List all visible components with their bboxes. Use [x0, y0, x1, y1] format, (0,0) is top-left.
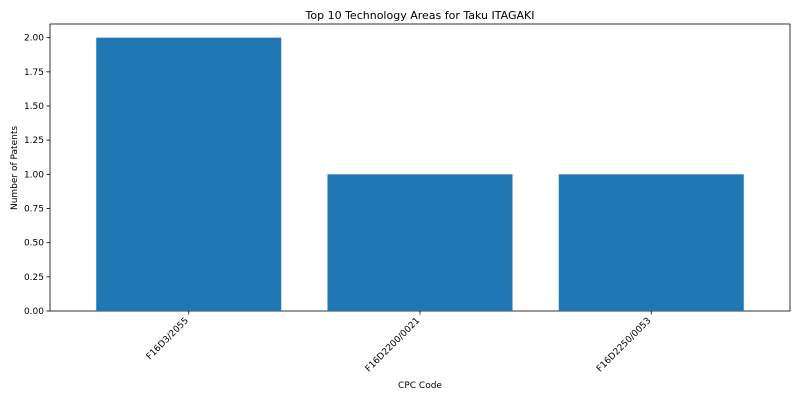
bar-F16D2250/0053	[559, 174, 744, 311]
x-tick-label: F16D3/2055	[145, 316, 191, 362]
y-tick-label: 1.50	[24, 102, 44, 112]
x-tick-label: F16D2200/0021	[364, 316, 422, 374]
bar-F16D3/2055	[96, 38, 281, 311]
y-tick-label: 0.00	[24, 307, 44, 317]
x-axis: F16D3/2055 F16D2200/0021 F16D2250/0053	[145, 311, 654, 374]
y-tick-label: 0.25	[24, 273, 44, 283]
y-axis: 0.00 0.25 0.50 0.75 1.00 1.25 1.50 1.75 2.00	[24, 34, 50, 317]
x-axis-label: CPC Code	[398, 381, 442, 391]
y-tick-label: 0.50	[24, 239, 44, 249]
y-tick-label: 1.25	[24, 136, 44, 146]
chart-title: Top 10 Technology Areas for Taku ITAGAKI	[305, 9, 535, 22]
y-axis-label: Number of Patents	[10, 126, 20, 210]
bar-F16D2200/0021	[328, 174, 513, 311]
x-tick-label: F16D2250/0053	[595, 316, 653, 374]
bars-group	[96, 38, 744, 311]
y-tick-label: 0.75	[24, 205, 44, 215]
y-tick-label: 1.00	[24, 170, 44, 180]
y-tick-label: 2.00	[24, 34, 44, 44]
y-tick-label: 1.75	[24, 68, 44, 78]
